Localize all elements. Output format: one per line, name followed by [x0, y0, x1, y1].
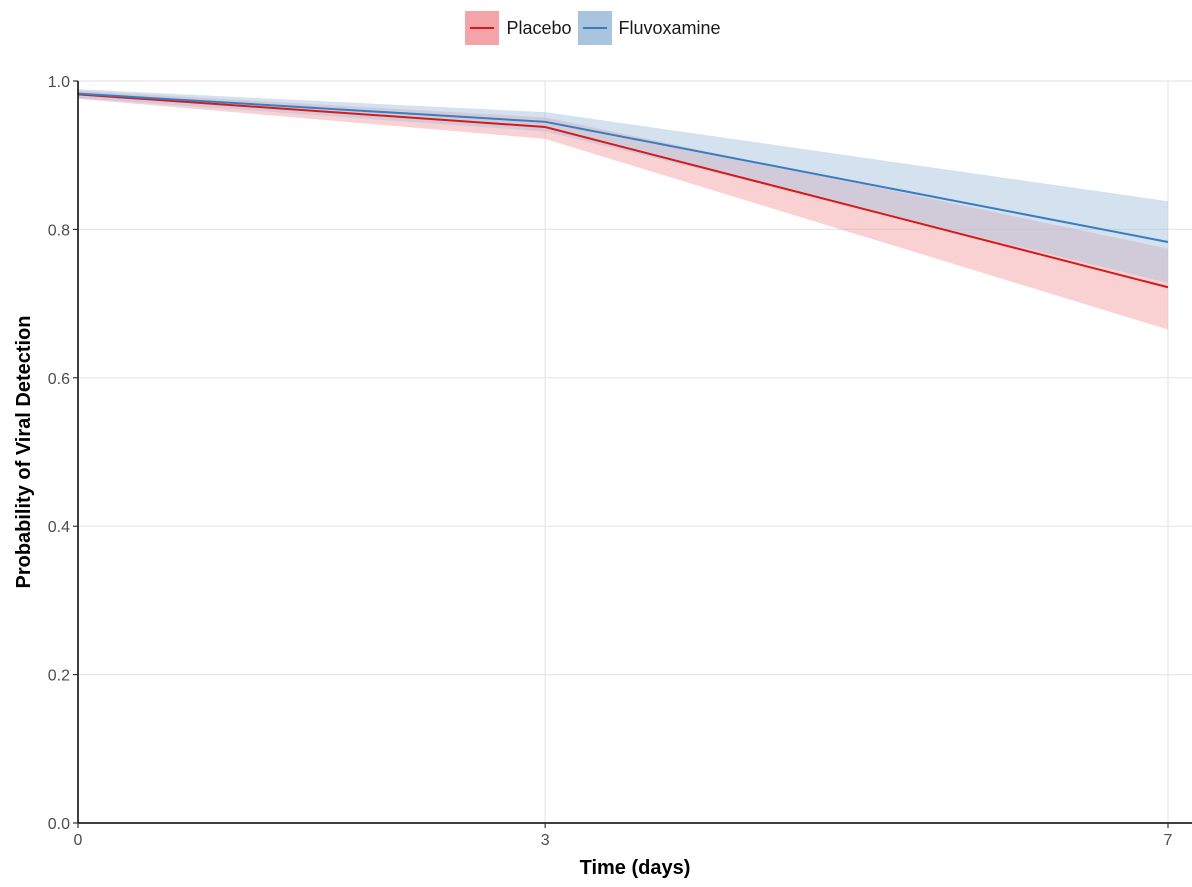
y-tick-label: 0.0 — [48, 816, 70, 833]
y-tick-label: 0.8 — [48, 222, 70, 239]
legend-key-placebo — [465, 11, 500, 45]
tick-labels: 0.0 0.2 0.4 0.6 0.8 1.0 0 3 7 — [48, 74, 1173, 849]
legend-item-placebo: Placebo — [465, 11, 572, 45]
ci-band-fluvoxamine — [78, 89, 1168, 283]
y-tick-label: 0.6 — [48, 371, 70, 388]
legend-key-fluvoxamine — [577, 11, 612, 45]
y-tick-label: 0.4 — [48, 519, 70, 536]
legend-item-fluvoxamine: Fluvoxamine — [577, 11, 721, 45]
x-tick-label: 7 — [1164, 832, 1173, 849]
x-tick-label: 0 — [74, 832, 83, 849]
confidence-bands — [78, 89, 1168, 330]
x-axis-label: Time (days) — [580, 857, 691, 879]
y-tick-label: 1.0 — [48, 74, 70, 91]
y-axis-label: Probability of Viral Detection — [13, 315, 35, 588]
legend-label-fluvoxamine: Fluvoxamine — [618, 17, 721, 38]
legend: Placebo Fluvoxamine — [0, 11, 1192, 45]
series-lines — [77, 92, 1169, 289]
y-tick-label: 0.2 — [48, 668, 70, 685]
series-line-fluvoxamine — [77, 92, 1169, 243]
legend-label-placebo: Placebo — [506, 17, 572, 38]
series-line-placebo — [77, 93, 1169, 289]
x-tick-label: 3 — [541, 832, 550, 849]
axes — [73, 80, 1192, 828]
